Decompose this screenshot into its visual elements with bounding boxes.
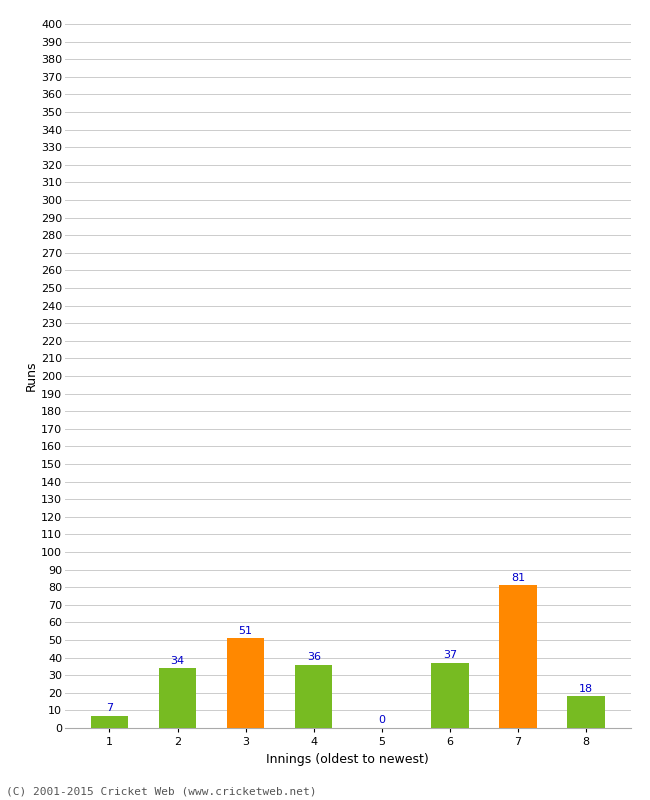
Bar [295,665,332,728]
Bar [91,716,128,728]
Text: 81: 81 [511,573,525,582]
Text: 51: 51 [239,626,253,635]
Text: 18: 18 [579,684,593,694]
Text: 37: 37 [443,650,457,660]
Text: 7: 7 [106,703,113,713]
Text: 36: 36 [307,652,320,662]
X-axis label: Innings (oldest to newest): Innings (oldest to newest) [266,753,429,766]
Text: (C) 2001-2015 Cricket Web (www.cricketweb.net): (C) 2001-2015 Cricket Web (www.cricketwe… [6,786,317,796]
Text: 34: 34 [170,655,185,666]
Bar [159,668,196,728]
Text: 0: 0 [378,715,385,726]
Bar [227,638,265,728]
Bar [499,586,537,728]
Bar [431,663,469,728]
Bar [567,696,605,728]
Y-axis label: Runs: Runs [25,361,38,391]
